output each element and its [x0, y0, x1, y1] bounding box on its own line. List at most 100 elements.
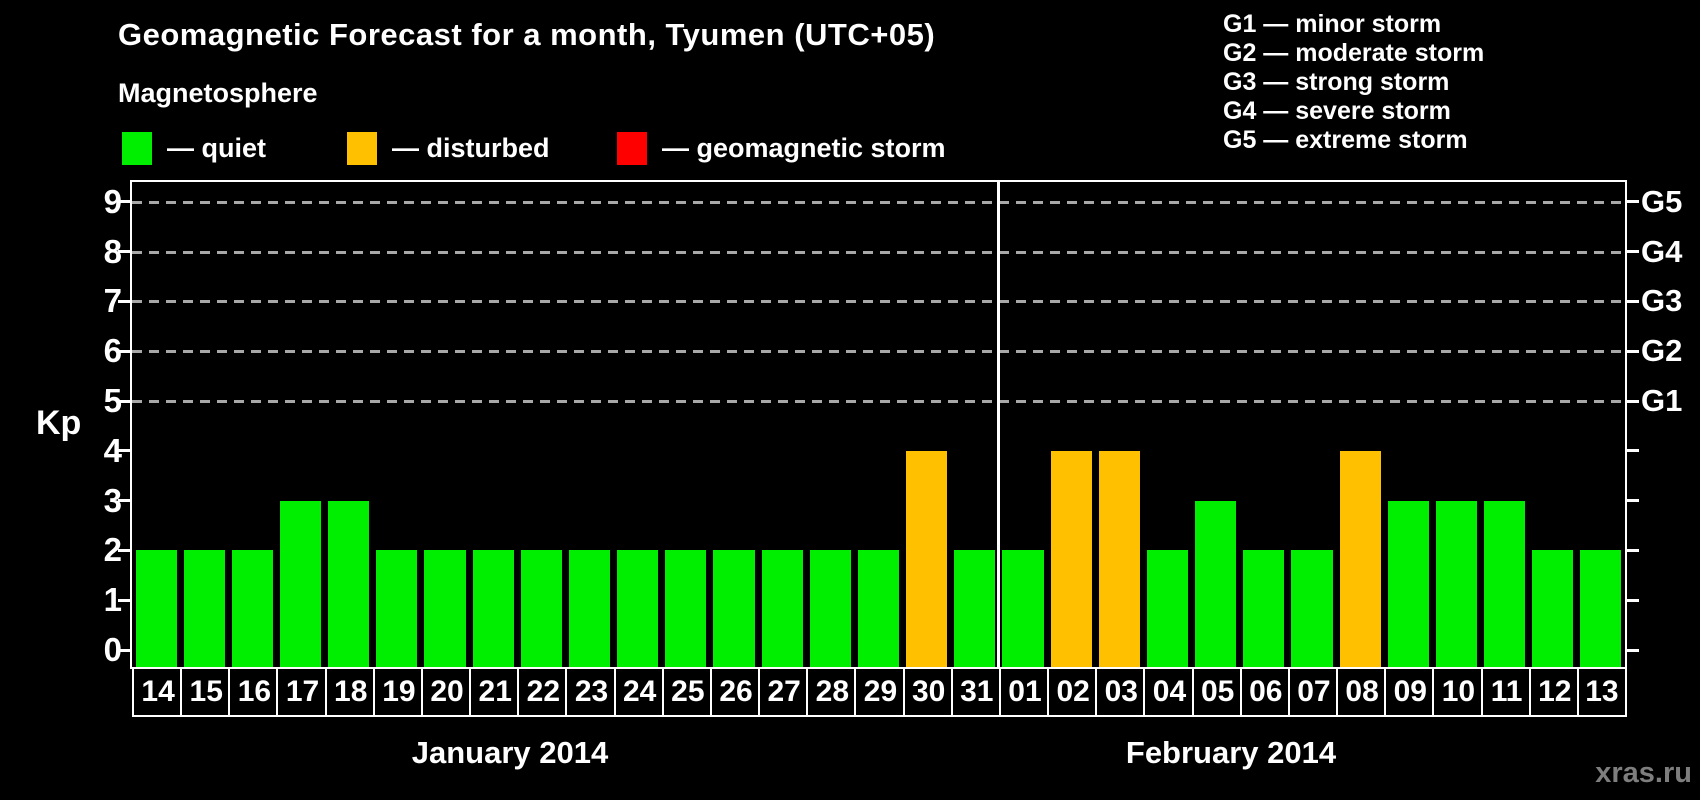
- day-label-25: 25: [661, 667, 712, 717]
- day-label-05: 05: [1191, 667, 1242, 717]
- day-label-19: 19: [372, 667, 423, 717]
- day-label-03: 03: [1095, 667, 1146, 717]
- y-tick-right-8: [1625, 250, 1639, 254]
- right-axis-label-g5: G5: [1641, 183, 1683, 219]
- disturbed-color-swatch: [347, 131, 377, 165]
- day-label-06: 06: [1239, 667, 1290, 717]
- kp-bar-day-14: [135, 550, 177, 667]
- y-tick-left-6: [118, 349, 132, 353]
- g-legend-line-g3: G3 — strong storm: [1223, 68, 1450, 96]
- day-label-13: 13: [1576, 667, 1627, 717]
- y-tick-left-4: [118, 449, 132, 453]
- gridline-kp7: [132, 300, 1625, 304]
- day-label-10: 10: [1432, 667, 1483, 717]
- gridline-kp5: [132, 400, 1625, 403]
- day-label-28: 28: [806, 667, 857, 717]
- day-label-21: 21: [469, 667, 520, 717]
- kp-bar-day-07: [1291, 550, 1333, 667]
- day-label-09: 09: [1384, 667, 1435, 717]
- y-tick-left-7: [118, 299, 132, 303]
- month-label-january: January 2014: [411, 735, 609, 770]
- legend-label-storm: — geomagnetic storm: [662, 132, 946, 163]
- kp-bar-day-03: [1098, 450, 1140, 667]
- kp-bar-day-09: [1387, 500, 1429, 667]
- kp-bar-day-24: [617, 550, 659, 667]
- day-label-20: 20: [420, 667, 472, 717]
- kp-bar-day-15: [183, 550, 225, 667]
- y-axis-label-6: 6: [103, 332, 122, 370]
- y-axis-label-2: 2: [103, 531, 122, 569]
- y-tick-left-1: [118, 598, 132, 602]
- right-axis-label-g2: G2: [1641, 333, 1683, 369]
- y-tick-right-9: [1625, 200, 1639, 204]
- kp-bar-day-30: [906, 450, 948, 667]
- day-label-30: 30: [902, 667, 953, 717]
- y-tick-right-0: [1625, 648, 1639, 652]
- legend-item-quiet: — quiet: [122, 131, 266, 165]
- y-axis-title: Kp: [36, 404, 82, 442]
- watermark: xras.ru: [1595, 757, 1692, 789]
- kp-bar-day-18: [328, 500, 370, 667]
- day-label-23: 23: [565, 667, 616, 717]
- y-tick-right-6: [1625, 349, 1639, 353]
- day-label-14: 14: [132, 667, 183, 717]
- right-axis-label-g4: G4: [1641, 233, 1683, 269]
- kp-bar-day-01: [1002, 550, 1044, 667]
- day-label-12: 12: [1528, 667, 1579, 717]
- y-tick-left-3: [118, 499, 132, 503]
- storm-color-swatch: [617, 131, 647, 165]
- y-tick-left-0: [118, 648, 132, 652]
- y-axis-label-9: 9: [103, 182, 122, 220]
- g-legend-line-g1: G1 — minor storm: [1223, 10, 1442, 38]
- day-label-08: 08: [1336, 667, 1387, 717]
- day-label-15: 15: [180, 667, 231, 717]
- magnetosphere-label: Magnetosphere: [118, 78, 318, 108]
- month-label-february: February 2014: [1125, 735, 1337, 770]
- y-axis-label-1: 1: [103, 581, 122, 619]
- gridline-kp8: [132, 250, 1625, 254]
- day-label-18: 18: [324, 667, 375, 717]
- kp-bar-day-25: [665, 550, 707, 667]
- quiet-color-swatch: [122, 131, 152, 165]
- day-label-02: 02: [1047, 667, 1098, 717]
- day-label-16: 16: [228, 667, 279, 717]
- y-tick-right-3: [1625, 499, 1639, 503]
- legend-label-quiet: — quiet: [167, 132, 266, 163]
- legend-item-storm: — geomagnetic storm: [617, 131, 946, 165]
- right-axis-label-g3: G3: [1641, 283, 1683, 319]
- legend-item-disturbed: — disturbed: [347, 131, 550, 165]
- y-tick-right-5: [1625, 399, 1639, 403]
- y-axis-label-5: 5: [103, 382, 122, 419]
- kp-bar-day-26: [713, 550, 755, 667]
- kp-bar-day-31: [954, 550, 996, 667]
- g-scale-legend: G1 — minor storm G2 — moderate storm G3 …: [1223, 10, 1484, 155]
- y-tick-right-7: [1625, 299, 1639, 303]
- y-axis-label-8: 8: [103, 232, 122, 270]
- right-axis-label-g1: G1: [1641, 383, 1683, 418]
- g-legend-line-g5: G5 — extreme storm: [1223, 126, 1468, 154]
- kp-bar-day-12: [1532, 550, 1574, 667]
- kp-bar-day-23: [568, 550, 611, 667]
- day-label-07: 07: [1287, 667, 1339, 717]
- kp-bar-day-27: [761, 550, 803, 667]
- kp-bar-day-22: [520, 550, 562, 667]
- kp-bar-day-19: [376, 550, 418, 667]
- y-tick-left-2: [118, 548, 132, 552]
- page-title: Geomagnetic Forecast for a month, Tyumen…: [118, 17, 936, 52]
- legend-label-disturbed: — disturbed: [392, 132, 550, 163]
- g-legend-line-g4: G4 — severe storm: [1223, 97, 1451, 125]
- kp-bar-day-17: [279, 500, 322, 667]
- g-legend-line-g2: G2 — moderate storm: [1223, 39, 1485, 67]
- day-label-04: 04: [1143, 667, 1194, 717]
- gridline-kp9: [132, 200, 1625, 204]
- day-label-29: 29: [854, 667, 905, 717]
- y-axis-label-3: 3: [103, 481, 122, 519]
- y-axis-label-0: 0: [103, 631, 122, 668]
- y-tick-right-2: [1625, 548, 1639, 552]
- day-label-22: 22: [517, 667, 568, 717]
- y-tick-left-8: [118, 250, 132, 254]
- month-divider: [997, 182, 1001, 667]
- kp-bar-day-21: [472, 550, 514, 667]
- y-tick-right-4: [1625, 449, 1639, 453]
